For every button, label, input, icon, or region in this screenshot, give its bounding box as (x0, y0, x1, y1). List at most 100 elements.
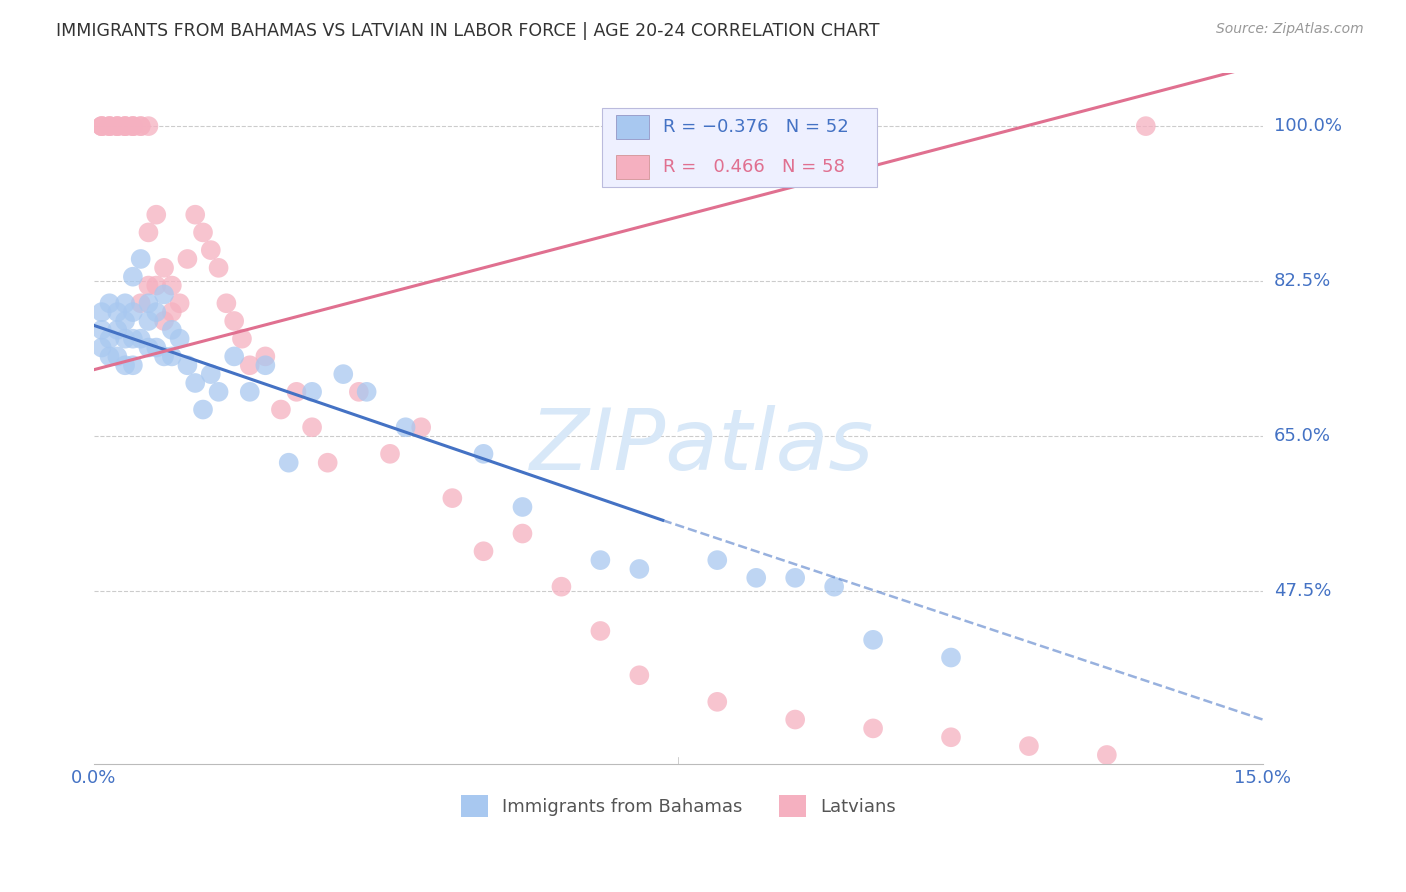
Point (184, 208, 207, 222)
Text: 65.0%: 65.0% (1274, 427, 1331, 445)
Point (114, 296, 136, 310)
Point (129, 296, 152, 310)
Point (939, 731, 962, 745)
Point (472, 544, 495, 558)
Point (231, 332, 253, 346)
Point (129, 119, 152, 133)
Point (169, 332, 191, 346)
Point (122, 119, 145, 133)
Point (745, 571, 768, 585)
Point (347, 384, 370, 399)
Point (138, 119, 160, 133)
Point (215, 296, 238, 310)
Point (207, 260, 229, 275)
Point (224, 314, 246, 328)
Point (301, 384, 323, 399)
Point (823, 580, 845, 594)
Point (98, 119, 121, 133)
Point (129, 332, 152, 346)
Point (160, 323, 183, 337)
Point (138, 278, 160, 293)
FancyBboxPatch shape (602, 108, 877, 187)
Point (239, 358, 262, 372)
Point (105, 305, 128, 319)
Point (254, 350, 277, 364)
Point (1095, 747, 1118, 762)
Point (785, 571, 807, 585)
Point (706, 695, 728, 709)
Point (785, 713, 807, 727)
Legend: Immigrants from Bahamas, Latvians: Immigrants from Bahamas, Latvians (454, 788, 903, 824)
Point (138, 341, 160, 355)
Point (90, 119, 112, 133)
Point (184, 376, 207, 390)
Text: R = −0.376   N = 52: R = −0.376 N = 52 (664, 119, 849, 136)
Point (628, 562, 651, 576)
Point (628, 668, 651, 682)
Point (145, 208, 167, 222)
Point (129, 119, 152, 133)
Text: IMMIGRANTS FROM BAHAMAS VS LATVIAN IN LABOR FORCE | AGE 20-24 CORRELATION CHART: IMMIGRANTS FROM BAHAMAS VS LATVIAN IN LA… (56, 22, 880, 40)
Point (472, 447, 495, 461)
Point (122, 332, 145, 346)
Text: Source: ZipAtlas.com: Source: ZipAtlas.com (1216, 22, 1364, 37)
Point (98, 119, 121, 133)
Point (589, 624, 612, 638)
Point (122, 269, 145, 284)
Point (114, 358, 136, 372)
Point (285, 384, 308, 399)
Text: 100.0%: 100.0% (1274, 117, 1341, 135)
Point (145, 305, 167, 319)
Text: 82.5%: 82.5% (1274, 272, 1331, 290)
Point (706, 553, 728, 567)
Point (378, 447, 401, 461)
Text: R =   0.466   N = 58: R = 0.466 N = 58 (664, 158, 845, 176)
Point (160, 278, 183, 293)
Point (129, 252, 152, 266)
Point (138, 226, 160, 240)
Point (512, 500, 534, 514)
FancyBboxPatch shape (616, 155, 650, 179)
Point (301, 420, 323, 434)
Point (270, 402, 292, 417)
Point (160, 350, 183, 364)
Point (332, 367, 354, 381)
Point (224, 350, 246, 364)
Point (90, 341, 112, 355)
Point (114, 119, 136, 133)
Point (122, 119, 145, 133)
Point (550, 580, 572, 594)
Point (138, 314, 160, 328)
Point (277, 456, 299, 470)
Point (122, 358, 145, 372)
Point (145, 341, 167, 355)
Point (98, 296, 121, 310)
Point (98, 119, 121, 133)
Point (394, 420, 416, 434)
Point (200, 243, 222, 257)
Point (191, 402, 214, 417)
Point (441, 491, 464, 505)
Point (1135, 119, 1157, 133)
Point (114, 332, 136, 346)
Point (200, 367, 222, 381)
Point (239, 384, 262, 399)
Point (356, 384, 378, 399)
Point (1018, 739, 1040, 753)
Point (589, 553, 612, 567)
Point (145, 278, 167, 293)
Point (114, 119, 136, 133)
Point (114, 314, 136, 328)
Text: ZIPatlas: ZIPatlas (530, 405, 873, 488)
Point (254, 358, 277, 372)
Point (122, 305, 145, 319)
Point (512, 526, 534, 541)
Point (939, 650, 962, 665)
Point (105, 350, 128, 364)
Point (153, 350, 176, 364)
FancyBboxPatch shape (616, 115, 650, 139)
Point (98, 332, 121, 346)
Point (191, 226, 214, 240)
Text: 47.5%: 47.5% (1274, 582, 1331, 600)
Point (105, 323, 128, 337)
